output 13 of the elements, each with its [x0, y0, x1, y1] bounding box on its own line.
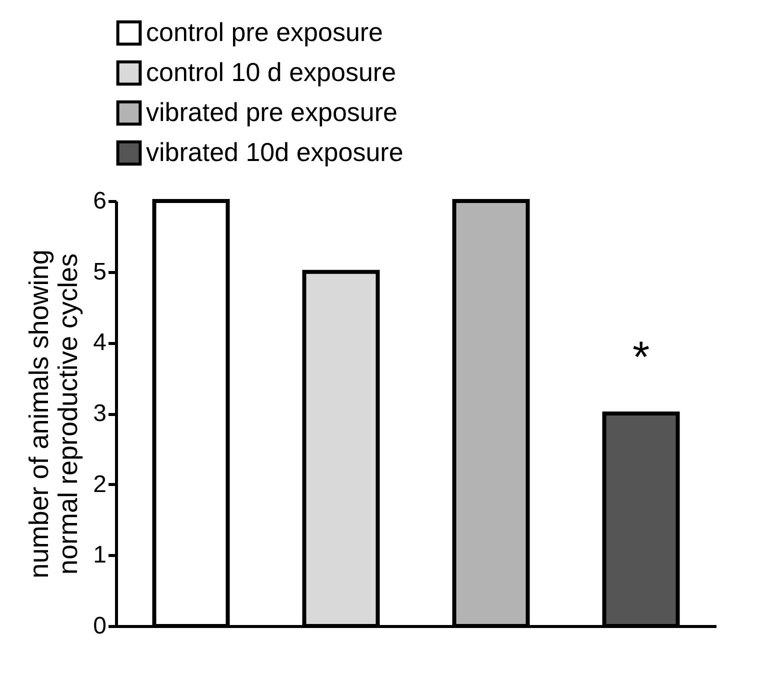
y-tick-label: 6 — [93, 188, 106, 214]
y-axis-title: number of animals showing normal reproductive cycles — [24, 250, 84, 578]
y-tick-label: 5 — [93, 258, 106, 286]
legend-label: vibrated 10d exposure — [146, 137, 404, 167]
annotation: * — [632, 333, 650, 382]
y-tick-label: 2 — [93, 470, 106, 498]
y-tick-label: 4 — [93, 329, 106, 356]
legend-label: control pre exposure — [146, 17, 384, 47]
y-tick-label: 1 — [93, 542, 106, 569]
y-tick-label: 3 — [93, 400, 106, 427]
legend-label: control 10 d exposure — [146, 57, 396, 87]
y-tick-label: 0 — [93, 612, 106, 640]
legend-label: vibrated pre exposure — [146, 97, 398, 127]
